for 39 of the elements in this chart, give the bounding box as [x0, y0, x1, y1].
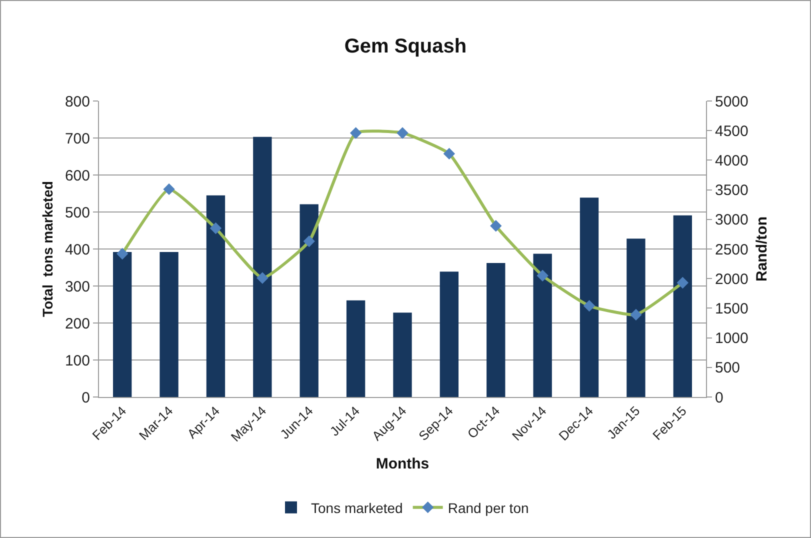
bar: [580, 198, 599, 397]
y-tick-label: 100: [64, 352, 90, 370]
y-axis-title: Total tons marketed: [40, 181, 56, 317]
y2-tick-label: 0: [715, 389, 724, 406]
y2-tick-label: 5000: [715, 93, 748, 110]
y2-axis-title: Rand/ton: [753, 216, 770, 282]
bar: [113, 252, 132, 397]
y2-tick-label: 1000: [715, 330, 748, 348]
bar: [440, 272, 459, 397]
bar: [626, 238, 646, 397]
y-tick-label: 800: [64, 93, 90, 110]
y2-tick-label: 2500: [715, 241, 748, 258]
y-tick-label: 0: [82, 389, 90, 406]
chart-title: Gem Squash: [344, 36, 467, 58]
bar: [533, 254, 552, 397]
bar: [206, 195, 226, 397]
x-axis-title: Months: [376, 455, 430, 472]
y-tick-label: 500: [64, 204, 90, 222]
y-tick-label: 200: [64, 315, 90, 332]
y2-tick-label: 4500: [715, 122, 748, 140]
y-tick-label: 300: [64, 278, 90, 296]
bar: [160, 252, 178, 397]
y-tick-label: 600: [64, 167, 90, 184]
y2-tick-label: 1500: [715, 300, 748, 318]
y2-tick-label: 3000: [715, 212, 748, 229]
y2-tick-label: 500: [715, 360, 740, 377]
y2-tick-label: 2000: [715, 270, 748, 288]
bar: [253, 136, 272, 397]
bar: [486, 263, 506, 397]
y2-tick-label: 3500: [715, 182, 748, 200]
y-tick-label: 700: [64, 130, 90, 148]
bar: [346, 300, 366, 397]
bar: [393, 312, 412, 397]
legend-label: Rand per ton: [448, 500, 529, 516]
bar: [300, 204, 318, 397]
y-tick-label: 400: [64, 241, 90, 258]
y2-tick-label: 4000: [715, 152, 748, 170]
legend-label: Tons marketed: [311, 500, 403, 516]
bar: [673, 215, 692, 397]
